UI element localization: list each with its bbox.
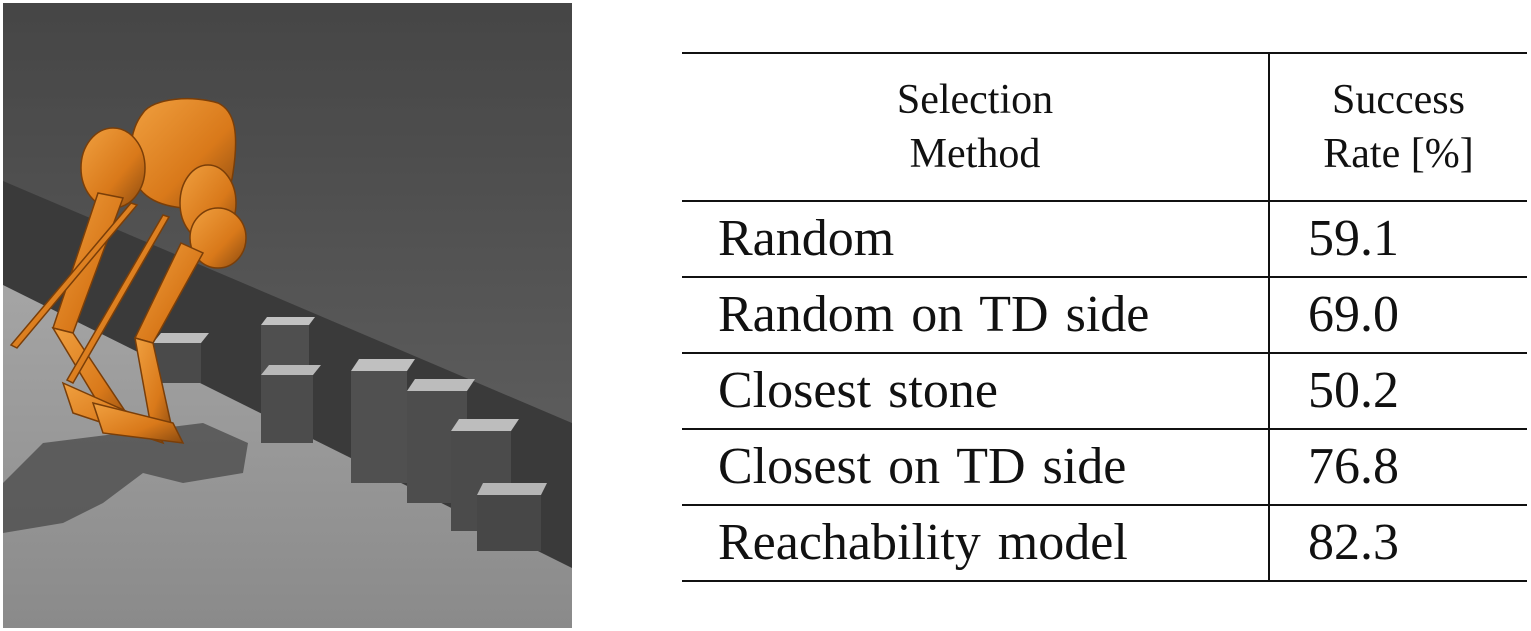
rate-cell: 69.0 xyxy=(1308,286,1399,343)
stepping-stones xyxy=(153,317,547,551)
header-success-rate: Success Rate [%] xyxy=(1323,77,1474,177)
stone xyxy=(261,365,321,443)
far-platform xyxy=(3,3,572,423)
rate-cell: 59.1 xyxy=(1308,210,1399,267)
robot-right-foot xyxy=(91,401,185,444)
table-row: Random on TD side 69.0 xyxy=(682,277,1527,353)
table-header-row: Selection Method Success Rate [%] xyxy=(682,53,1527,201)
stone xyxy=(477,483,547,551)
results-table: Selection Method Success Rate [%] Random… xyxy=(682,52,1527,582)
robot xyxy=(9,97,247,445)
stone xyxy=(351,359,415,483)
robot-scene-svg xyxy=(3,3,572,628)
table-row: Closest stone 50.2 xyxy=(682,353,1527,429)
method-cell: Closest on TD side xyxy=(682,429,1270,505)
method-cell: Closest stone xyxy=(682,353,1270,429)
table-row: Closest on TD side 76.8 xyxy=(682,429,1527,505)
robot-knee-motor xyxy=(189,207,247,269)
method-cell: Random on TD side xyxy=(682,277,1270,353)
stone xyxy=(153,333,209,383)
table-row: Random 59.1 xyxy=(682,201,1527,277)
robot-right-rod xyxy=(65,214,171,384)
method-cell: Reachability model xyxy=(682,505,1270,581)
simulation-render xyxy=(3,3,572,628)
method-cell: Random xyxy=(682,201,1270,277)
header-selection-method: Selection Method xyxy=(682,53,1270,201)
robot-shadow xyxy=(3,423,248,533)
table-row: Reachability model 82.3 xyxy=(682,505,1527,581)
rate-cell: 76.8 xyxy=(1308,438,1399,495)
rate-cell: 82.3 xyxy=(1308,514,1399,571)
robot-left-rod xyxy=(9,202,139,349)
rate-cell: 50.2 xyxy=(1308,362,1399,419)
